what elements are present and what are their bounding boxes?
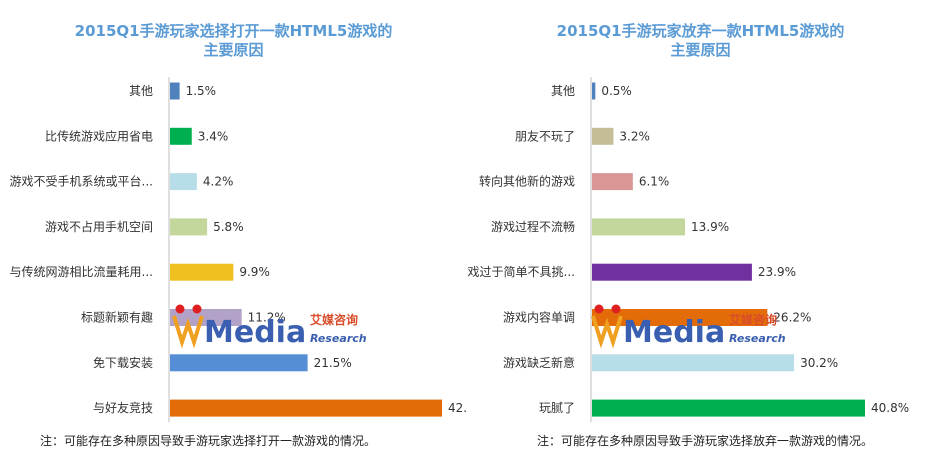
category-label: 比传统游戏应用省电: [45, 128, 153, 143]
value-label: 6.1%: [639, 175, 670, 189]
watermark-en-text-left: Research: [310, 332, 367, 345]
category-label: 其他: [129, 84, 153, 98]
bar: [592, 354, 795, 372]
watermark-en-text-right: Research: [729, 332, 786, 345]
value-label: 21.5%: [314, 356, 352, 370]
category-label: 游戏过程不流畅: [491, 219, 575, 234]
value-label: 11.2%: [248, 311, 286, 325]
bar: [592, 173, 633, 191]
bar: [170, 173, 197, 191]
watermark-cn-text-left: 艾媒咨询: [310, 312, 358, 327]
bar-chart-left: 其他 1.5% 比传统游戏应用省电 3.4% 游戏不受手机系统或平台... 4.2% 游戏不…: [10, 77, 467, 423]
value-label: 9.9%: [239, 265, 269, 279]
chart-title-right-line2: 主要原因: [670, 41, 731, 59]
chart-title-right-line1: 2015Q1手游玩家放弃一款HTML5游戏的: [556, 22, 845, 40]
footnote-right: 注：可能存在多种原因导致手游玩家选择放弃一款游戏的情况。: [537, 434, 874, 448]
bar: [170, 218, 208, 236]
value-label: 40.8%: [871, 401, 909, 415]
watermark-cn-text-right: 艾媒咨询: [729, 312, 777, 327]
category-label: 游戏过于简单不具挑...: [467, 265, 575, 279]
bar: [592, 309, 768, 326]
chart-panel-right: 2015Q1手游玩家放弃一款HTML5游戏的 主要原因 其他 0.5% 朋友不玩了 3…: [467, 0, 934, 470]
category-label: 免下载安装: [93, 355, 153, 370]
category-label: 与好友竞技: [93, 401, 153, 415]
footnote-left: 注：可能存在多种原因导致手游玩家选择打开一款游戏的情况。: [40, 434, 377, 448]
chart-title-left-line2: 主要原因: [203, 41, 264, 59]
category-label: 朋友不玩了: [515, 129, 575, 143]
value-label: 42.5%: [448, 401, 467, 415]
watermark-media-text-left: Media: [204, 315, 306, 350]
bar: [170, 127, 192, 145]
category-label: 游戏内容单调: [503, 310, 575, 325]
category-label: 标题新颖有趣: [81, 310, 153, 325]
category-label: 游戏缺乏新意: [503, 355, 575, 370]
bar: [592, 399, 865, 417]
category-label: 游戏不占用手机空间: [45, 219, 153, 234]
category-label: 转向其他新的游戏: [479, 174, 575, 189]
bar-chart-right: 其他 0.5% 朋友不玩了 3.2% 转向其他新的游戏 6.1% 游戏过程不流畅 13.9% 游…: [467, 77, 909, 423]
bar: [592, 218, 686, 236]
value-label: 30.2%: [800, 356, 838, 370]
watermark-media-text-right: Media: [623, 315, 725, 350]
value-label: 5.8%: [213, 220, 244, 234]
value-label: 13.9%: [691, 220, 729, 234]
chart-title-right: 2015Q1手游玩家放弃一款HTML5游戏的 主要原因: [467, 22, 934, 60]
bar: [592, 127, 614, 145]
bar: [170, 399, 442, 417]
value-label: 4.2%: [203, 175, 234, 189]
bar: [592, 82, 596, 100]
chart-title-left-line1: 2015Q1手游玩家选择打开一款HTML5游戏的: [74, 22, 393, 40]
value-label: 1.5%: [186, 84, 217, 98]
bar: [170, 354, 308, 372]
chart-title-left: 2015Q1手游玩家选择打开一款HTML5游戏的 主要原因: [0, 22, 467, 60]
value-label: 3.2%: [619, 129, 650, 143]
bar: [592, 263, 752, 281]
bar: [170, 82, 180, 100]
category-label: 游戏不受手机系统或平台...: [10, 174, 153, 189]
value-label: 3.4%: [198, 129, 229, 143]
value-label: 23.9%: [758, 265, 796, 279]
category-label: 与传统网游相比流量耗用...: [10, 264, 153, 279]
watermark-logo-right: Media 艾媒咨询 Research: [591, 304, 786, 350]
watermark-logo-left: Media 艾媒咨询 Research: [172, 304, 367, 350]
value-label: 26.2%: [773, 311, 811, 325]
value-label: 0.5%: [601, 84, 632, 98]
category-label: 玩腻了: [539, 401, 575, 415]
category-label: 其他: [551, 84, 575, 98]
chart-panel-left: 2015Q1手游玩家选择打开一款HTML5游戏的 主要原因 其他 1.5% 比传统游…: [0, 22, 467, 448]
bar: [170, 263, 234, 281]
